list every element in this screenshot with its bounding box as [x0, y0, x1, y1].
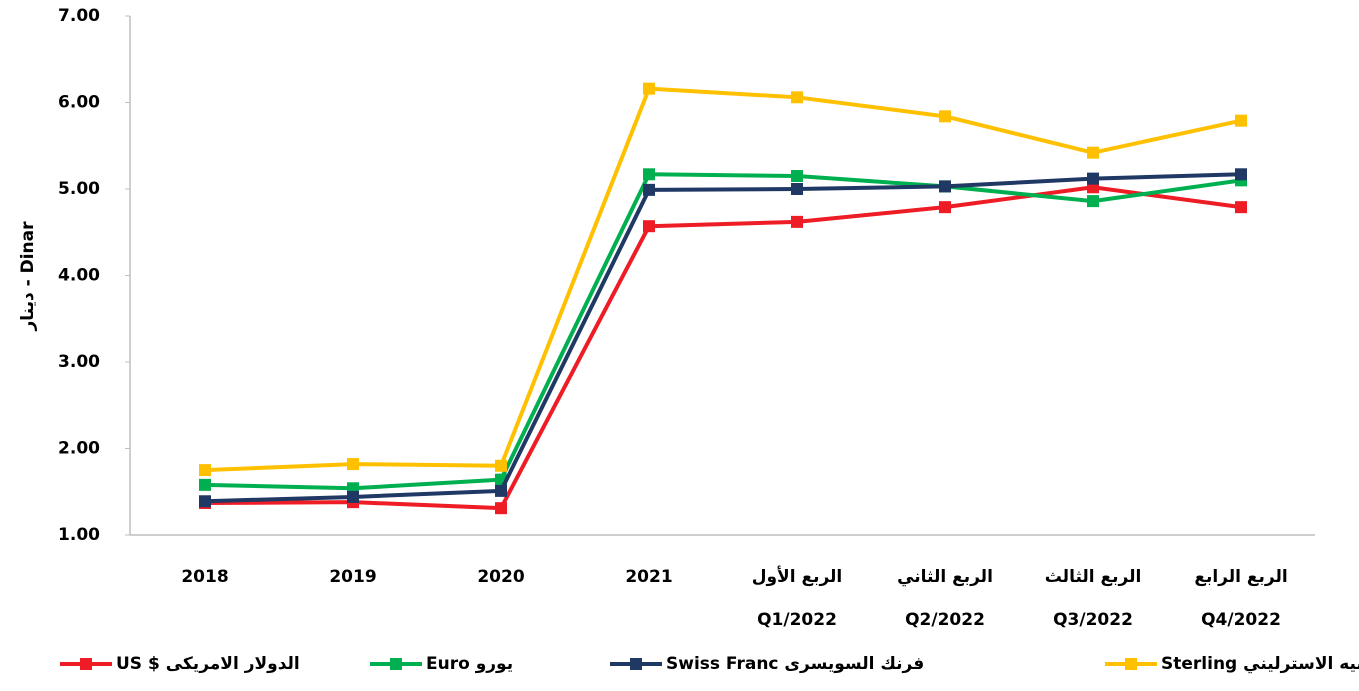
legend-marker	[630, 658, 642, 670]
series-line	[204, 86, 1242, 473]
legend-label: Euro يورو	[426, 654, 513, 674]
y-tick-label: 6.00	[58, 93, 100, 113]
point-marker	[1087, 146, 1099, 159]
point-marker	[643, 168, 655, 181]
legend-marker	[1125, 658, 1137, 670]
point-marker	[1235, 168, 1247, 181]
series-line	[204, 172, 1242, 491]
point-marker	[347, 458, 359, 471]
legend-label: Swiss Franc فرنك السويسرى	[666, 654, 924, 674]
legend-label: US $ الدولار الامريكى	[116, 654, 300, 674]
point-marker	[939, 201, 951, 214]
x-tick-label: الربع الثالث	[1045, 567, 1142, 587]
point-marker	[939, 180, 951, 193]
y-tick-label: 3.00	[58, 352, 100, 372]
y-tick-label: 4.00	[58, 266, 100, 286]
legend-marker	[80, 658, 92, 670]
point-marker	[495, 484, 507, 497]
x-tick-label: Q1/2022	[757, 610, 837, 630]
x-tick-label: Q3/2022	[1053, 610, 1133, 630]
x-tick-label: 2021	[625, 567, 672, 587]
point-marker	[1235, 201, 1247, 214]
series-line	[204, 185, 1242, 511]
y-tick-label: 2.00	[58, 439, 100, 459]
x-tick-label: الربع الرابع	[1194, 567, 1287, 587]
point-marker	[791, 91, 803, 104]
y-axis-label: دينار - Dinar	[18, 221, 38, 332]
point-marker	[1087, 195, 1099, 208]
point-marker	[939, 110, 951, 123]
point-marker	[791, 183, 803, 195]
x-tick-label: 2019	[329, 567, 376, 587]
point-marker	[1087, 172, 1099, 185]
x-tick-label: Q4/2022	[1201, 610, 1281, 630]
point-marker	[199, 495, 211, 508]
point-marker	[791, 215, 803, 228]
series-line	[204, 172, 1242, 504]
point-marker	[495, 502, 507, 515]
x-tick-label: Q2/2022	[905, 610, 985, 630]
point-marker	[1235, 114, 1247, 127]
y-tick-label: 7.00	[58, 6, 100, 26]
y-tick-label: 5.00	[58, 179, 100, 199]
point-marker	[791, 170, 803, 183]
point-marker	[347, 490, 359, 503]
point-marker	[643, 183, 655, 196]
y-tick-label: 1.00	[58, 525, 100, 545]
x-tick-label: الربع الثاني	[897, 567, 993, 587]
legend-label: Sterling الجنيه الاسترليني	[1161, 654, 1359, 674]
point-marker	[643, 220, 655, 233]
point-marker	[199, 478, 211, 491]
point-marker	[199, 464, 211, 477]
x-tick-label: 2020	[477, 567, 524, 587]
legend-marker	[390, 658, 402, 670]
x-tick-label: 2018	[181, 567, 228, 587]
point-marker	[495, 459, 507, 472]
x-tick-label: الربع الأول	[752, 566, 843, 587]
point-marker	[643, 82, 655, 95]
